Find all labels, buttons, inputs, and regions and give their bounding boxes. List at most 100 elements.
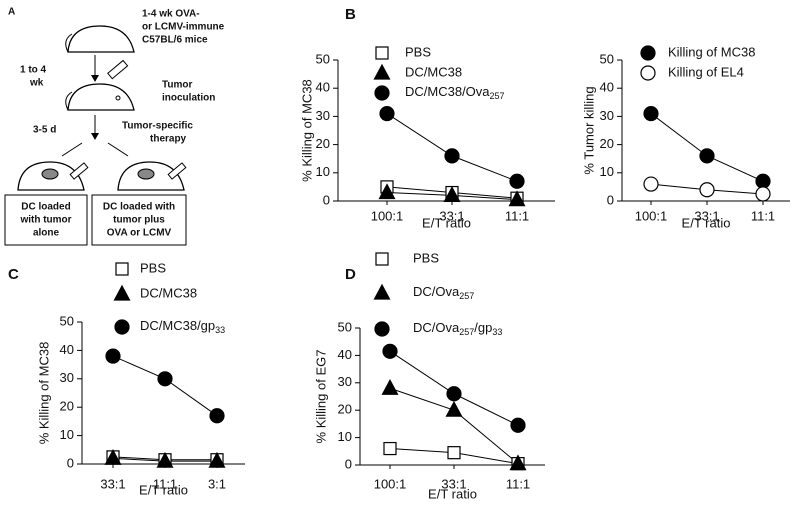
axis — [81, 322, 245, 465]
x-tick-label: 3:1 — [208, 476, 226, 491]
data-point — [443, 186, 461, 202]
diagram-text: OVA or LCMV — [107, 228, 172, 239]
legend-marker — [373, 63, 391, 80]
y-tick-label: 20 — [316, 136, 330, 151]
box — [4, 194, 88, 246]
data-point — [208, 451, 226, 468]
diagram-text: 1 to 4 — [20, 65, 47, 76]
mouse — [67, 25, 135, 53]
data-point — [383, 441, 397, 456]
y-tick-label: 0 — [607, 192, 614, 207]
diagram-text: alone — [33, 228, 60, 239]
series-line — [386, 113, 518, 182]
mouse — [67, 83, 135, 111]
data-point — [157, 371, 173, 387]
x-tick-label: 33:1 — [439, 208, 464, 223]
x-tick-label: 33:1 — [694, 208, 719, 223]
panel-label: B — [345, 6, 356, 23]
diagram-text: 1-4 wk OVA- — [142, 9, 200, 20]
y-tick-label: 0 — [323, 192, 330, 207]
syringe — [69, 162, 89, 180]
arrow-head — [91, 75, 99, 82]
y-axis-title: % Killing of MC38 — [36, 342, 51, 445]
y-tick-label: 10 — [600, 164, 614, 179]
y-tick-label: 40 — [600, 80, 614, 95]
x-axis-title: E/T ratio — [422, 215, 471, 230]
legend-label: Killing of MC38 — [668, 44, 755, 59]
y-tick-label: 30 — [60, 370, 74, 385]
data-point — [382, 343, 398, 359]
x-axis-title: E/T ratio — [428, 486, 477, 501]
data-point — [508, 190, 526, 207]
diagram-text: DC loaded — [21, 202, 70, 213]
legend-marker — [373, 283, 391, 300]
tumor — [41, 168, 59, 180]
y-tick-label: 50 — [316, 51, 330, 66]
diagram-text: Tumor — [162, 80, 192, 91]
data-point — [209, 408, 225, 424]
x-tick-label: 11:1 — [506, 476, 530, 491]
legend-marker — [115, 262, 129, 276]
legend-marker — [113, 284, 131, 301]
x-tick-label: 11:1 — [505, 208, 529, 223]
diagram-text: C57BL/6 mice — [142, 35, 208, 46]
y-tick-label: 20 — [338, 402, 352, 417]
y-axis-title: % Killing of EG7 — [313, 350, 328, 444]
legend-marker — [374, 85, 390, 101]
x-tick-label: 100:1 — [371, 208, 404, 223]
data-point — [509, 454, 527, 471]
data-point — [445, 400, 463, 417]
arrow — [61, 142, 83, 157]
x-axis-title: E/T ratio — [682, 215, 731, 230]
data-point — [447, 446, 461, 460]
legend-marker — [640, 65, 656, 81]
diagram-text: with tumor — [19, 215, 71, 226]
x-tick-label: 33:1 — [441, 476, 466, 491]
series-line — [650, 113, 764, 182]
diagram-text: tumor plus — [113, 215, 165, 226]
legend-label: Killing of EL4 — [668, 64, 744, 79]
y-tick-label: 20 — [600, 136, 614, 151]
y-tick-label: 10 — [60, 427, 74, 442]
panel-label: D — [345, 266, 356, 283]
diagram-text: or LCMV-immune — [142, 22, 225, 33]
data-point — [755, 173, 771, 189]
legend-marker — [640, 45, 656, 61]
data-point — [379, 105, 395, 122]
diagram-text: wk — [29, 78, 44, 89]
syringe — [107, 59, 129, 80]
data-point — [699, 182, 715, 198]
x-tick-label: 33:1 — [100, 476, 125, 491]
tumor — [115, 95, 121, 101]
x-tick-label: 11:1 — [751, 208, 775, 223]
x-tick-label: 100:1 — [635, 208, 668, 223]
tumor — [137, 168, 155, 180]
diagram-text: therapy — [150, 134, 187, 145]
diagram-text: inoculation — [162, 93, 215, 104]
syringe — [167, 162, 187, 180]
diagram-text: Tumor-specific — [122, 121, 193, 132]
legend-label: DC/MC38 — [405, 64, 462, 79]
data-point — [643, 176, 659, 192]
data-point — [105, 348, 121, 364]
y-tick-label: 50 — [60, 313, 74, 328]
box — [91, 194, 187, 246]
y-tick-label: 10 — [338, 429, 352, 444]
y-tick-label: 30 — [316, 108, 330, 123]
legend-label: PBS — [405, 44, 431, 59]
legend-label: PBS — [413, 250, 439, 265]
arrow-head — [91, 133, 99, 140]
y-tick-label: 10 — [316, 164, 330, 179]
y-tick-label: 30 — [600, 108, 614, 123]
data-point — [446, 386, 462, 402]
y-axis-title: % Tumor killing — [581, 86, 596, 174]
legend-marker — [374, 321, 390, 337]
legend-label: PBS — [140, 260, 166, 275]
diagram: A 1-4 wk OVA- or LCMV-immune C57BL/6 mic… — [4, 7, 225, 246]
y-tick-label: 40 — [316, 80, 330, 95]
diagram-text: DC loaded with — [103, 202, 175, 213]
y-tick-label: 50 — [338, 319, 352, 334]
tail — [65, 91, 73, 111]
y-tick-label: 0 — [67, 455, 74, 470]
